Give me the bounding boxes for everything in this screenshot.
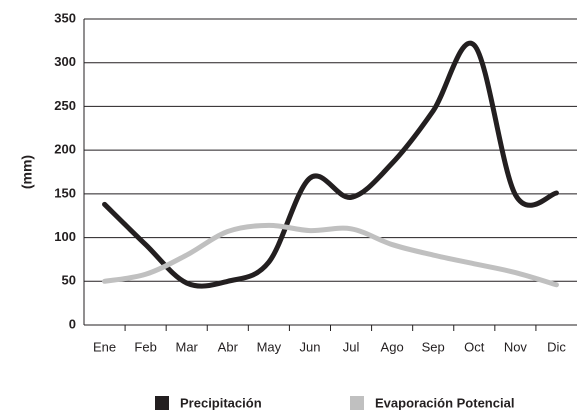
legend-swatch — [155, 396, 169, 410]
y-tick-label: 350 — [54, 10, 76, 25]
y-tick-label: 300 — [54, 54, 76, 69]
x-tick-label: Ago — [381, 339, 404, 354]
y-tick-label: 150 — [54, 185, 76, 200]
y-axis-label: (mm) — [19, 155, 35, 189]
y-tick-label: 50 — [62, 273, 76, 288]
legend-swatch — [350, 396, 364, 410]
x-tick-label: Abr — [218, 339, 239, 354]
series-line — [102, 40, 559, 289]
x-tick-label: May — [257, 339, 282, 354]
series-line — [102, 222, 559, 288]
x-tick-label: Jun — [299, 339, 320, 354]
y-tick-label: 250 — [54, 98, 76, 113]
y-tick-label: 100 — [54, 229, 76, 244]
x-tick-label: Ene — [93, 339, 116, 354]
x-tick-label: Mar — [176, 339, 199, 354]
x-tick-label: Oct — [464, 339, 485, 354]
x-tick-label: Dic — [547, 339, 566, 354]
y-tick-label: 0 — [69, 316, 76, 331]
y-tick-label: 200 — [54, 142, 76, 157]
x-tick-label: Jul — [343, 339, 360, 354]
legend-label: Evaporación Potencial — [375, 395, 514, 410]
x-tick-label: Feb — [134, 339, 156, 354]
x-tick-label: Sep — [422, 339, 445, 354]
legend-label: Precipitación — [180, 395, 262, 410]
x-tick-label: Nov — [504, 339, 528, 354]
